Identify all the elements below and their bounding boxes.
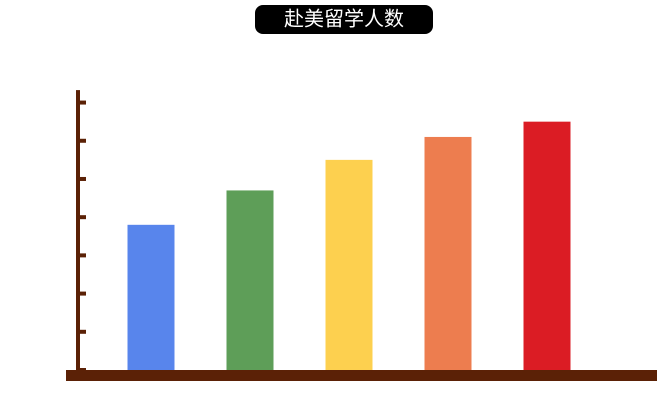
x-axis <box>66 370 657 381</box>
bar <box>325 159 373 370</box>
bar <box>523 121 571 370</box>
title-background <box>255 5 433 34</box>
bar <box>127 224 175 370</box>
chart-title: 赴美留学人数 <box>284 7 404 31</box>
y-axis <box>76 90 80 371</box>
bar <box>424 136 472 370</box>
bar <box>226 190 274 370</box>
